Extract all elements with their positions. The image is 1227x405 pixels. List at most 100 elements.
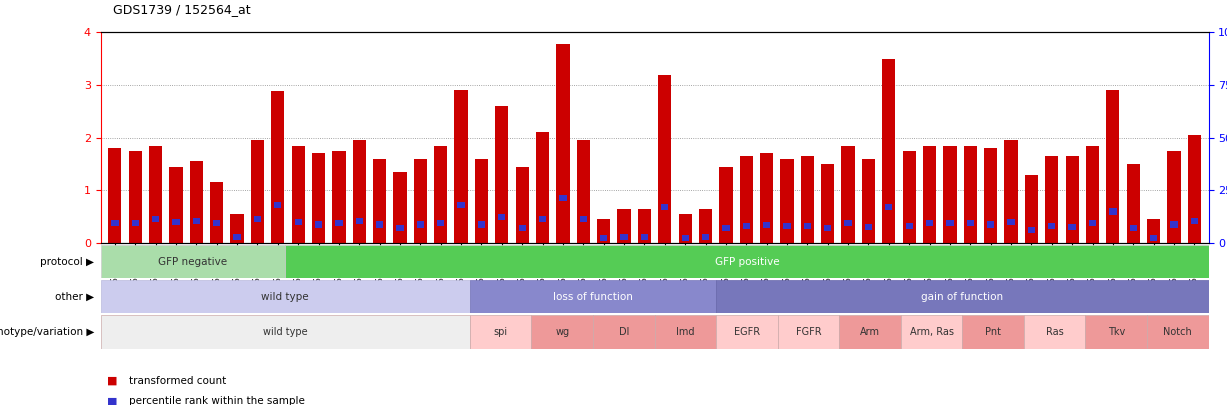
Bar (1007, 219, 1015, 225)
Bar (778, 315, 839, 349)
Bar (783, 223, 790, 229)
Bar (801, 156, 814, 243)
Bar (1028, 227, 1036, 233)
Text: FGFR: FGFR (795, 327, 821, 337)
Bar (470, 315, 531, 349)
Bar (285, 245, 1209, 278)
Bar (655, 315, 717, 349)
Text: protocol ▶: protocol ▶ (40, 257, 94, 266)
Bar (193, 218, 200, 224)
Bar (539, 216, 546, 222)
Bar (129, 151, 142, 243)
Bar (254, 216, 261, 222)
Text: Ras: Ras (1045, 327, 1064, 337)
Bar (1086, 315, 1147, 349)
Text: Arm: Arm (860, 327, 880, 337)
Bar (577, 141, 590, 243)
Bar (661, 204, 669, 210)
Bar (496, 106, 508, 243)
Text: wild type: wild type (263, 327, 308, 337)
Bar (967, 220, 974, 226)
Bar (600, 234, 607, 241)
Bar (394, 172, 406, 243)
Text: wg: wg (555, 327, 569, 337)
Bar (1023, 315, 1086, 349)
Bar (1065, 156, 1079, 243)
Bar (250, 141, 264, 243)
Text: Tkv: Tkv (1108, 327, 1125, 337)
Bar (962, 315, 1023, 349)
Bar (274, 202, 281, 208)
Bar (717, 280, 1209, 313)
Bar (658, 75, 671, 243)
Bar (901, 315, 962, 349)
Bar (396, 225, 404, 231)
Bar (413, 159, 427, 243)
Bar (681, 234, 688, 241)
Bar (1150, 234, 1157, 241)
Bar (108, 148, 121, 243)
Text: GDS1739 / 152564_at: GDS1739 / 152564_at (113, 3, 250, 16)
Bar (804, 223, 811, 229)
Bar (519, 225, 526, 231)
Bar (903, 151, 915, 243)
Bar (579, 216, 587, 222)
Text: Dl: Dl (618, 327, 629, 337)
Bar (844, 220, 852, 226)
Bar (131, 220, 139, 226)
Bar (475, 159, 488, 243)
Bar (760, 153, 773, 243)
Bar (1190, 218, 1198, 224)
Bar (1130, 225, 1137, 231)
Text: GFP negative: GFP negative (158, 257, 227, 266)
Bar (621, 234, 628, 240)
Bar (984, 148, 998, 243)
Bar (352, 141, 366, 243)
Bar (861, 159, 875, 243)
Bar (375, 222, 383, 228)
Text: transformed count: transformed count (129, 376, 226, 386)
Bar (213, 220, 221, 226)
Bar (593, 315, 654, 349)
Bar (1171, 222, 1178, 228)
Bar (169, 167, 183, 243)
Text: genotype/variation ▶: genotype/variation ▶ (0, 327, 94, 337)
Text: gain of function: gain of function (921, 292, 1004, 302)
Bar (638, 209, 652, 243)
Bar (1048, 223, 1055, 229)
Bar (723, 225, 730, 231)
Bar (1069, 224, 1076, 230)
Text: Notch: Notch (1163, 327, 1193, 337)
Bar (740, 156, 753, 243)
Bar (356, 218, 363, 224)
Bar (923, 146, 936, 243)
Bar (1147, 315, 1209, 349)
Bar (842, 146, 855, 243)
Bar (152, 216, 160, 222)
Bar (699, 209, 712, 243)
Bar (531, 315, 593, 349)
Bar (926, 220, 934, 226)
Text: percentile rank within the sample: percentile rank within the sample (129, 396, 304, 405)
Bar (1147, 220, 1161, 243)
Bar (172, 219, 179, 225)
Bar (312, 153, 325, 243)
Bar (560, 195, 567, 201)
Bar (865, 224, 872, 230)
Bar (210, 182, 223, 243)
Text: loss of function: loss of function (553, 292, 633, 302)
Bar (717, 315, 778, 349)
Bar (231, 214, 244, 243)
Bar (515, 167, 529, 243)
Bar (271, 92, 285, 243)
Bar (556, 44, 569, 243)
Bar (882, 59, 896, 243)
Bar (101, 280, 470, 313)
Bar (598, 220, 610, 243)
Bar (434, 146, 448, 243)
Bar (1109, 208, 1117, 215)
Bar (335, 220, 342, 226)
Bar (885, 204, 892, 210)
Text: Imd: Imd (676, 327, 694, 337)
Bar (987, 222, 994, 228)
